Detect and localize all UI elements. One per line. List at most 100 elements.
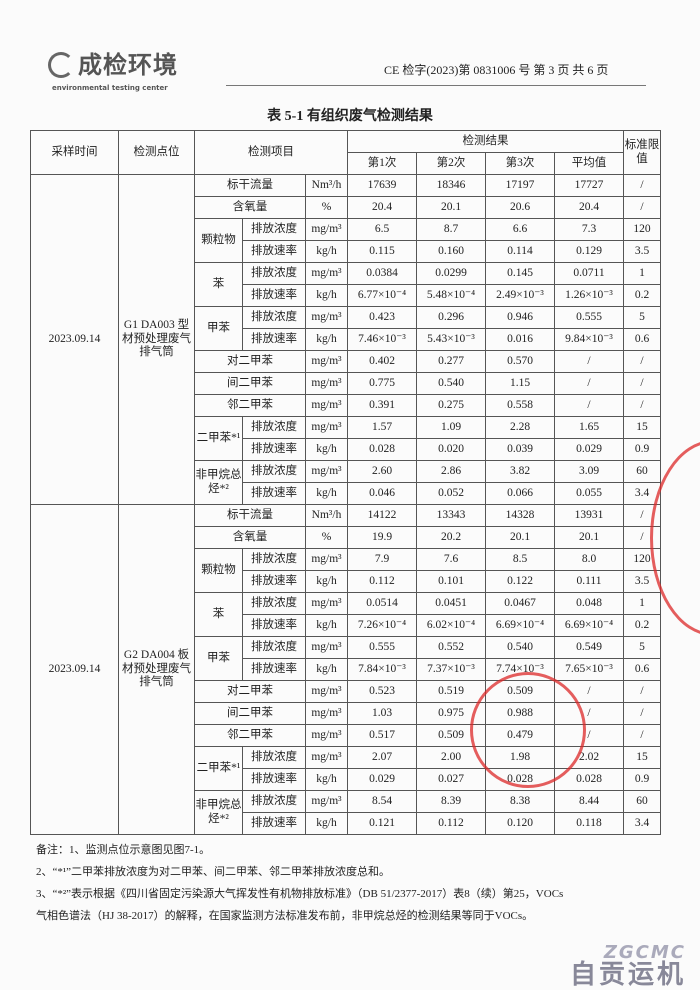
table-row: 2023.09.14 G2 DA004 板材预处理废气排气筒 标干流量 Nm³/h 14… — [30, 504, 661, 835]
sub-item-name: 排放浓度 — [242, 636, 306, 659]
run-3-value: 0.066 — [485, 482, 555, 505]
item-name: 二甲苯*¹ — [194, 746, 243, 791]
run-3-value: 0.016 — [485, 328, 555, 351]
item-name: 苯 — [194, 262, 243, 307]
limit-value: 15 — [623, 746, 661, 769]
monitoring-site: G2 DA004 板材预处理废气排气筒 — [118, 504, 195, 835]
col-results: 检测结果 — [347, 130, 624, 153]
limit-value: / — [623, 196, 661, 219]
sub-item-name: 排放浓度 — [242, 416, 306, 439]
company-logo: 成检环境 — [48, 50, 178, 80]
sub-item-name: 排放速率 — [242, 570, 306, 593]
run-2-value: 0.027 — [416, 768, 486, 791]
average-value: 3.09 — [554, 460, 624, 483]
run-2-value: 8.7 — [416, 218, 486, 241]
unit: % — [305, 196, 348, 219]
run-2-value: 0.020 — [416, 438, 486, 461]
run-1-value: 0.029 — [347, 768, 417, 791]
average-value: 20.1 — [554, 526, 624, 549]
run-1-value: 0.115 — [347, 240, 417, 263]
item-name: 二甲苯*¹ — [194, 416, 243, 461]
unit: mg/m³ — [305, 680, 348, 703]
run-1-value: 0.112 — [347, 570, 417, 593]
average-value: 8.44 — [554, 790, 624, 813]
limit-value: / — [623, 174, 661, 197]
table-row: 含氧量% 19.9 20.2 20.1 20.1/ — [31, 526, 661, 549]
table-row: 苯排放浓度 mg/m³ 0.0514 0.0451 0.0467 0.048 1 — [31, 592, 661, 637]
item-name: 含氧量 — [194, 526, 306, 549]
item-name: 非甲烷总烃*² — [194, 790, 243, 835]
run-1-value: 7.46×10⁻³ — [347, 328, 417, 351]
item-name: 邻二甲苯 — [194, 394, 306, 417]
limit-value: 1 — [623, 262, 661, 285]
run-2-value: 0.0299 — [416, 262, 486, 285]
average-value: 0.549 — [554, 636, 624, 659]
footer-logo-en: ZGCMC — [603, 942, 686, 963]
unit: mg/m³ — [305, 636, 348, 659]
sub-item-name: 排放速率 — [242, 328, 306, 351]
run-3-value: 14328 — [485, 504, 555, 527]
average-value: 0.0711 — [554, 262, 624, 285]
col-site: 检测点位 — [118, 130, 195, 175]
unit: kg/h — [305, 768, 348, 791]
run-3-value: 0.122 — [485, 570, 555, 593]
run-1-value: 0.523 — [347, 680, 417, 703]
average-value: 1.65 — [554, 416, 624, 439]
run-1-value: 0.402 — [347, 350, 417, 373]
table-row: 排放速率 kg/h 7.46×10⁻³ 5.43×10⁻³ 0.016 9.84×10⁻³… — [31, 328, 661, 351]
logo-text: 成检环境 — [78, 51, 178, 79]
limit-value: 1 — [623, 592, 661, 615]
run-3-value: 3.82 — [485, 460, 555, 483]
company-stamp — [470, 672, 586, 788]
run-1-value: 0.028 — [347, 438, 417, 461]
average-value: 9.84×10⁻³ — [554, 328, 624, 351]
run-1-value: 0.423 — [347, 306, 417, 329]
item-name: 间二甲苯 — [194, 372, 306, 395]
average-value: 0.111 — [554, 570, 624, 593]
unit: mg/m³ — [305, 548, 348, 571]
limit-value: / — [623, 724, 661, 747]
run-2-value: 0.540 — [416, 372, 486, 395]
table-row: 排放速率 kg/h 0.112 0.101 0.122 0.111 3.5 — [31, 570, 661, 593]
average-value: 7.3 — [554, 218, 624, 241]
limit-value: / — [623, 702, 661, 725]
unit: mg/m³ — [305, 306, 348, 329]
item-name: 间二甲苯 — [194, 702, 306, 725]
run-1-value: 0.517 — [347, 724, 417, 747]
average-value: 1.26×10⁻³ — [554, 284, 624, 307]
sub-item-name: 排放浓度 — [242, 262, 306, 285]
unit: kg/h — [305, 240, 348, 263]
table-row: 甲苯 排放浓度 mg/m³ 0.555 0.552 0.540 0.549 5 — [31, 636, 661, 681]
average-value: 17727 — [554, 174, 624, 197]
limit-value: 0.6 — [623, 658, 661, 681]
run-1-value: 14122 — [347, 504, 417, 527]
run-1-value: 0.391 — [347, 394, 417, 417]
run-1-value: 2.07 — [347, 746, 417, 769]
table-row: 排放速率 kg/h 7.26×10⁻⁴ 6.02×10⁻⁴ 6.69×10⁻⁴ 6.69×… — [31, 614, 661, 637]
run-2-value: 18346 — [416, 174, 486, 197]
run-2-value: 0.519 — [416, 680, 486, 703]
item-name: 苯 — [194, 592, 243, 637]
logo-subtitle: environmental testing center — [52, 84, 168, 92]
table-row: 排放速率 kg/h 0.046 0.052 0.066 0.055 3.4 — [31, 482, 661, 505]
unit: kg/h — [305, 658, 348, 681]
run-2-value: 0.277 — [416, 350, 486, 373]
item-name: 含氧量 — [194, 196, 306, 219]
item-name: 颗粒物 — [194, 548, 243, 593]
run-3-value: 6.6 — [485, 218, 555, 241]
run-2-value: 7.37×10⁻³ — [416, 658, 486, 681]
run-3-value: 6.69×10⁻⁴ — [485, 614, 555, 637]
run-1-value: 0.046 — [347, 482, 417, 505]
run-2-value: 0.052 — [416, 482, 486, 505]
limit-value: 0.6 — [623, 328, 661, 351]
average-value: / — [554, 350, 624, 373]
run-2-value: 8.39 — [416, 790, 486, 813]
run-3-value: 0.558 — [485, 394, 555, 417]
run-2-value: 0.101 — [416, 570, 486, 593]
limit-value: 0.9 — [623, 768, 661, 791]
run-2-value: 2.86 — [416, 460, 486, 483]
unit: kg/h — [305, 614, 348, 637]
header-divider — [226, 85, 646, 86]
limit-value: 0.9 — [623, 438, 661, 461]
limit-value: 0.2 — [623, 614, 661, 637]
